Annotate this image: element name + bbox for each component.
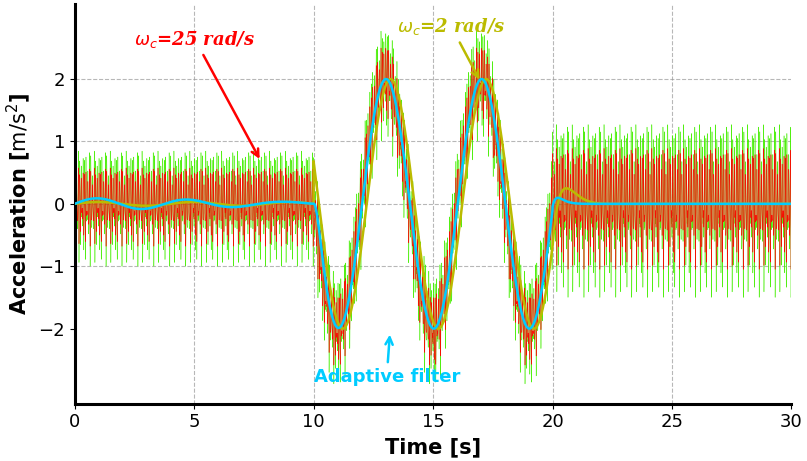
Text: Adaptive filter: Adaptive filter	[314, 337, 460, 386]
Text: $\omega_c$=2 rad/s: $\omega_c$=2 rad/s	[397, 16, 506, 77]
Y-axis label: Acceleration [$\mathrm{m/s^2}$]: Acceleration [$\mathrm{m/s^2}$]	[4, 93, 33, 315]
Text: $\omega_c$=25 rad/s: $\omega_c$=25 rad/s	[134, 29, 258, 157]
X-axis label: Time [s]: Time [s]	[385, 437, 481, 457]
